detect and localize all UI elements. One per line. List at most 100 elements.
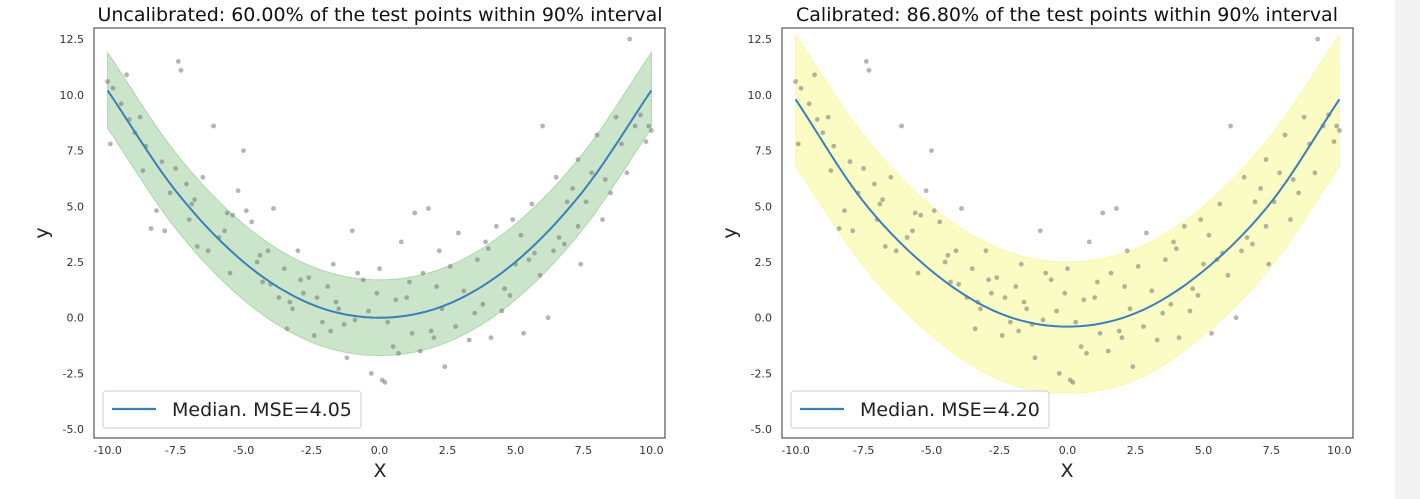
scatter-point [842,208,847,214]
scatter-point [442,364,448,370]
scatter-point [872,181,877,187]
scatter-point [1040,317,1046,323]
scatter-point [594,132,600,138]
scatter-point [1078,344,1084,349]
scatter-point [404,295,410,300]
scatter-point [1217,201,1223,207]
scatter-point [600,217,605,223]
scatter-point [959,206,964,211]
scatter-point [426,206,431,211]
scatter-point [1043,270,1049,276]
plot-frame [781,27,1354,439]
scatter-point [1032,355,1038,361]
scatter-point [1263,223,1269,229]
scatter-point [396,350,401,356]
scatter-point [1141,324,1146,329]
scatter-point [1081,297,1087,303]
scatter-point [1160,310,1166,316]
scatter-point [956,281,962,287]
scatter-point [461,288,467,294]
interval-band [795,33,1340,394]
scatter-point [575,157,581,162]
scatter-point [1209,330,1214,336]
scatter-point [1266,261,1272,267]
scatter-point [624,170,630,176]
scatter-point [1263,157,1269,162]
scatter-point [105,79,110,84]
chart-title: Uncalibrated: 60.00% of the test points … [97,4,662,26]
scatter-point [235,188,241,194]
scatter-point [1315,36,1321,42]
scatter-point [910,228,915,234]
scatter-point [1190,286,1195,292]
scatter-point [814,117,820,122]
scatter-point [325,284,331,289]
scatter-point [475,257,480,263]
scatter-point [311,333,317,338]
scatter-point [366,308,371,314]
scatter-point [578,261,584,267]
scatter-point [485,246,491,252]
scatter-point [222,228,227,234]
scatter-point [1037,228,1043,234]
y-tick-label: -2.5 [751,367,772,380]
chart-panel-uncalibrated: Uncalibrated: 60.00% of the test points … [31,4,666,482]
scatter-point [888,174,894,180]
scatter-point [409,330,415,336]
scatter-point [412,210,418,216]
scatter-point [230,212,236,218]
scatter-point [154,208,159,214]
x-tick-label: -7.5 [165,444,186,457]
legend-box [790,390,1050,429]
scatter-point [1149,288,1155,294]
x-tick-label: 7.5 [575,444,593,457]
scatter-point [499,308,505,314]
scatter-point [330,261,336,267]
scatter-point [124,72,129,78]
scatter-point [1144,230,1149,236]
x-tick-label: 0.0 [1059,444,1077,457]
scatter-point [1250,241,1255,247]
scatter-point [1334,123,1340,129]
scatter-point [173,166,179,171]
x-tick-label: 5.0 [1195,444,1213,457]
scatter-point [793,79,798,84]
scatter-point [1119,335,1125,341]
x-axis-label: X [1060,460,1073,482]
scatter-point [537,272,543,278]
scatter-point [374,290,380,296]
scatter-point [1331,139,1337,145]
y-tick-label: 2.5 [755,256,773,269]
scatter-point [972,326,978,332]
scatter-point [1056,371,1062,376]
scatter-point [893,248,899,254]
scatter-point [948,279,953,285]
scatter-point [589,170,594,176]
scatter-point [1258,186,1263,191]
x-tick-label: -10.0 [781,444,809,457]
scatter-point [298,277,303,283]
scatter-point [472,310,478,316]
legend-box [102,390,362,429]
scatter-point [284,326,290,332]
scatter-point [1233,315,1239,321]
scatter-point [1086,239,1092,245]
scatter-point [1163,257,1168,263]
scatter-point [167,190,173,196]
scatter-point [880,197,885,203]
scatter-point [518,232,524,238]
scatter-point [831,143,837,149]
scatter-point [912,210,918,216]
scatter-point [1173,246,1179,252]
scatter-point [417,348,423,354]
x-tick-label: 5.0 [507,444,525,457]
scatter-point [812,72,817,78]
scatter-point [333,299,339,305]
scatter-point [352,317,358,323]
median-line [106,89,653,319]
scatter-point [434,284,439,289]
legend: Median. MSE=4.05 [102,390,362,429]
scatter-point [1195,293,1201,298]
scatter-point [1105,348,1111,354]
